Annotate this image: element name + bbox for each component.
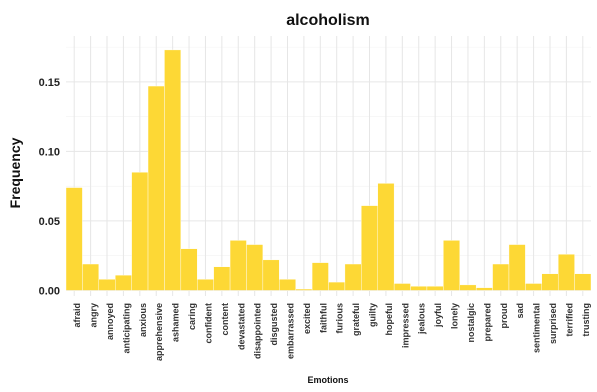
x-tick-label: disappointed [253,303,263,359]
x-tick-label: guilty [368,303,378,327]
x-tick-label: lonely [450,303,460,329]
x-tick-label: sentimental [532,303,542,353]
x-tick-label: sad [515,303,525,319]
bar-afraid [65,187,83,291]
x-tick-label: apprehensive [154,303,164,361]
x-tick-label: trusting [581,303,591,337]
bar-prepared [475,287,493,291]
bar-disappointed [246,244,264,291]
bar-guilty [361,205,378,291]
x-tick-label: proud [499,303,509,329]
bar-caring [180,248,198,291]
bar-angry [82,263,100,291]
bar-furious [328,281,346,291]
bar-hopeful [377,183,395,291]
x-tick-label: excited [302,303,312,334]
x-tick-label: furious [335,303,345,334]
y-tick-label: 0.00 [39,285,60,297]
x-tick-label: caring [187,303,197,330]
bar-surprised [541,273,559,291]
x-tick-label: terrified [564,303,574,337]
x-tick-label: anxious [138,303,148,337]
chart-title: alcoholism [286,12,370,29]
x-tick-label: afraid [72,303,82,328]
x-tick-label: confident [203,303,213,344]
x-tick-label: ashamed [171,303,181,342]
x-tick-label: surprised [548,303,558,344]
bar-lonely [443,240,460,291]
y-axis-ticks: 0.00 0.05 0.10 0.15 [39,77,60,298]
x-tick-label: content [220,303,230,336]
x-tick-label: grateful [351,303,361,336]
bars [65,49,592,291]
x-tick-label: anticipating [121,303,131,354]
bar-ashamed [164,49,182,291]
bar-annoyed [98,279,116,291]
x-tick-label: devastated [236,303,246,350]
bar-excited [295,288,313,291]
x-axis-ticks: afraid angry annoyed anticipating anxious app… [72,303,591,361]
bar-anxious [131,172,149,291]
bar-joyful [426,286,444,291]
bar-sad [508,244,526,291]
y-tick-label: 0.10 [39,146,60,158]
y-tick-label: 0.05 [39,216,60,228]
bar-grateful [344,263,362,291]
x-tick-label: joyful [433,303,443,328]
y-tick-label: 0.15 [39,77,60,89]
bar-terrified [557,254,575,291]
x-tick-label: prepared [482,303,492,342]
bar-sentimental [525,283,542,291]
x-tick-label: hopeful [384,303,394,336]
bar-disgusted [262,259,280,291]
y-axis-label: Frequency [7,137,23,208]
bar-anticipating [115,274,132,291]
x-tick-label: disgusted [269,303,279,346]
x-tick-label: impressed [400,303,410,348]
x-tick-label: nostalgic [466,303,476,343]
bar-nostalgic [459,284,477,291]
bar-embarrassed [279,279,296,291]
bar-jealous [410,286,428,291]
bar-proud [492,263,510,291]
bar-devastated [229,240,247,291]
bar-faithful [311,262,329,291]
bar-content [213,266,231,291]
x-axis-label: Emotions [307,375,348,385]
bar-apprehensive [147,85,165,291]
x-tick-label: embarrassed [285,303,295,359]
x-tick-label: annoyed [105,303,115,340]
bar-trusting [574,273,592,291]
x-tick-label: faithful [318,303,328,333]
bar-impressed [393,283,411,291]
x-tick-label: angry [89,303,99,328]
x-tick-label: jealous [417,303,427,335]
bar-confident [197,279,214,291]
